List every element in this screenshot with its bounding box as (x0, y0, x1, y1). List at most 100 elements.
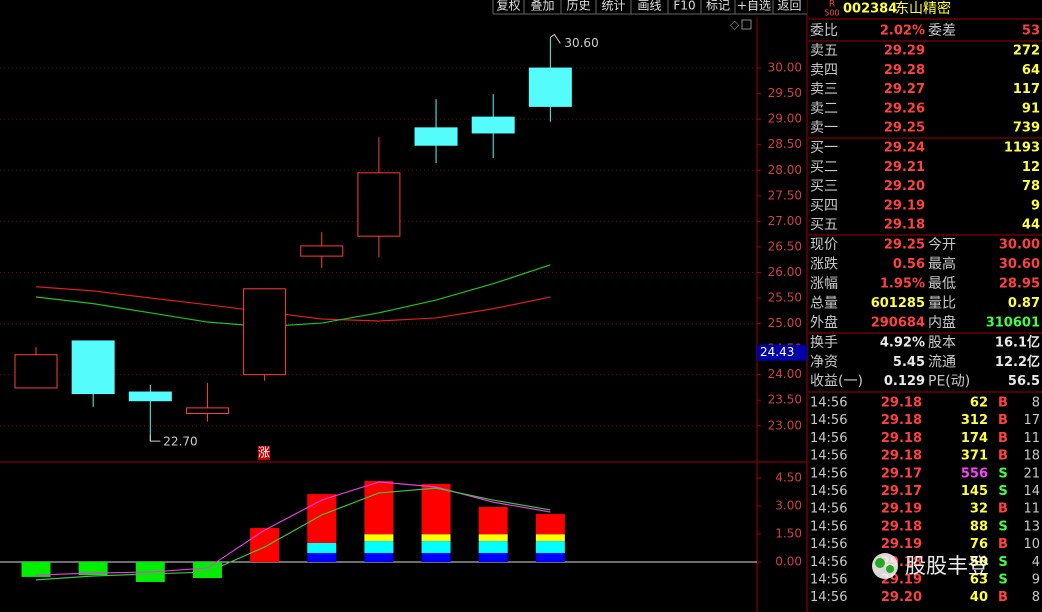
order-price: 29.28 (884, 63, 925, 78)
order-volume: 12 (1022, 160, 1040, 175)
order-price: 29.21 (884, 160, 925, 175)
watermark-icon-dot (875, 558, 885, 568)
trade-price: 29.18 (881, 413, 922, 428)
toolbar-button[interactable]: 复权 (496, 0, 520, 13)
toolbar-button[interactable]: 统计 (601, 0, 625, 13)
field-label: 换手 (810, 334, 838, 351)
indicator-bar (478, 506, 508, 535)
trade-side: B (998, 537, 1008, 552)
field-label: 涨跌 (810, 257, 838, 273)
indicator-bar (364, 541, 394, 554)
candle-body (185, 407, 229, 415)
order-label: 买二 (810, 159, 838, 175)
toolbar-button[interactable]: +自选 (737, 0, 771, 13)
trade-side: B (998, 396, 1008, 411)
trade-count: 18 (1023, 449, 1040, 464)
field-label: 最高 (928, 256, 956, 273)
trade-count: 11 (1023, 431, 1040, 446)
y-tick-label: 24.00 (768, 367, 802, 381)
field-label: 股本 (928, 335, 956, 351)
y-tick-label: 4.50 (775, 471, 802, 485)
field-label: 内盘 (928, 314, 956, 331)
order-label: 卖二 (810, 101, 838, 117)
stock-code: 002384 (843, 2, 897, 17)
y-tick-label: 25.50 (768, 291, 802, 305)
stock-name: 东山精密 (895, 0, 951, 17)
field-value: 0.129 (884, 374, 925, 389)
field-value: 0.87 (1008, 296, 1040, 311)
trade-time: 14:56 (810, 466, 847, 481)
field-value: 30.60 (999, 257, 1040, 272)
icon-square[interactable] (741, 19, 752, 30)
field-label: 委比 (810, 23, 838, 39)
cursor-label: 24.43 (760, 345, 794, 359)
trade-side: B (998, 502, 1008, 517)
trade-time: 14:56 (810, 431, 847, 446)
indicator-bar (478, 541, 508, 554)
field-label: 今开 (928, 237, 956, 253)
order-volume: 739 (1013, 121, 1040, 136)
indicator-bar (535, 534, 565, 542)
indicator-bar (192, 562, 222, 579)
indicator-bar (421, 553, 451, 562)
indicator-bar (307, 542, 337, 554)
indicator-bar (307, 553, 337, 562)
trade-time: 14:56 (810, 413, 847, 428)
trade-count: 8 (1032, 396, 1040, 411)
y-tick-label: 28.00 (768, 163, 802, 177)
trade-side: B (998, 413, 1008, 428)
trade-time: 14:56 (810, 555, 847, 570)
y-tick-label: 0.00 (775, 555, 802, 569)
trade-price: 29.19 (881, 537, 922, 552)
indicator-bar (307, 494, 337, 543)
order-label: 卖一 (810, 120, 838, 136)
trade-side: S (998, 484, 1007, 499)
trade-volume: 76 (970, 537, 988, 552)
indicator-bar (421, 534, 451, 542)
trade-count: 8 (1032, 590, 1040, 605)
order-price: 29.24 (884, 141, 925, 156)
trade-price: 29.20 (881, 590, 922, 605)
y-tick-label: 27.00 (768, 214, 802, 228)
badge (825, 0, 839, 18)
candle-body (300, 245, 344, 257)
trade-time: 14:56 (810, 449, 847, 464)
order-volume: 64 (1022, 63, 1040, 78)
toolbar-button[interactable]: 返回 (777, 0, 801, 13)
toolbar-button[interactable]: 历史 (566, 0, 590, 13)
toolbar-button[interactable]: 标记 (706, 0, 730, 13)
trade-side: B (998, 449, 1008, 464)
indicator-line (35, 487, 551, 581)
field-label: 净资 (810, 354, 838, 370)
field-value: 1.95% (880, 277, 925, 292)
trade-volume: 174 (961, 431, 988, 446)
y-tick-label: 26.00 (768, 265, 802, 279)
field-label: PE(动) (928, 374, 970, 390)
trade-volume: 32 (970, 502, 988, 517)
toolbar-button[interactable]: 画线 (637, 0, 661, 13)
trade-price: 29.19 (881, 502, 922, 517)
field-value: 56.5 (1008, 374, 1040, 389)
order-price: 29.29 (884, 44, 925, 59)
toolbar-button[interactable]: F10 (673, 0, 695, 13)
watermark-icon (872, 553, 898, 579)
field-value: 28.95 (999, 277, 1040, 292)
trade-volume: 145 (961, 484, 988, 499)
field-label: 委差 (928, 23, 956, 39)
icon-diamond[interactable]: ◇ (730, 18, 740, 32)
indicator-bar (21, 562, 51, 577)
trade-volume: 63 (970, 573, 988, 588)
trade-volume: 88 (970, 519, 988, 534)
toolbar-button[interactable]: 叠加 (530, 0, 554, 13)
indicator-bar (364, 481, 394, 535)
trade-count: 17 (1023, 413, 1040, 428)
trade-side: S (998, 519, 1007, 534)
field-value: 5.45 (893, 355, 925, 370)
indicator-bar (421, 484, 451, 535)
candle-body (528, 67, 572, 107)
field-value: 16.1亿 (995, 335, 1040, 351)
y-tick-label: 23.00 (768, 418, 802, 432)
trade-price: 29.18 (881, 449, 922, 464)
field-value: 0.56 (893, 257, 925, 272)
trade-volume: 556 (961, 466, 988, 481)
